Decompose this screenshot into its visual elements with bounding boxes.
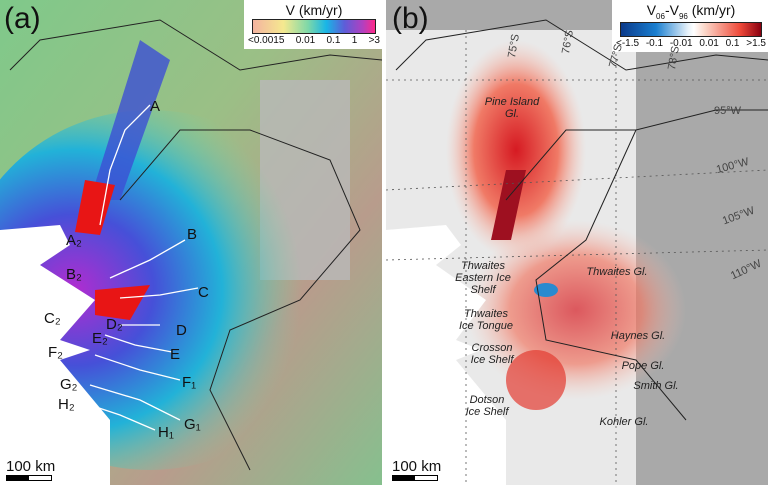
glacier-label: C₂ [44,310,61,327]
feature-label-pope-glacier: Pope Gl. [621,360,665,372]
velocity-change-map-image [386,0,768,485]
velocity-legend: V (km/yr) <0.0015 0.01 0.1 1 >3 [244,0,382,49]
feature-label-dotson-ice-shelf: Dotson Ice Shelf [465,394,509,418]
legend-title-sep: -V [664,2,679,18]
glacier-label: G₂ [60,376,78,393]
glacier-label: B [187,226,198,243]
scale-bar: 100 km [392,458,441,481]
tick: >1.5 [746,37,766,49]
legend-title: V (km/yr) [285,2,343,18]
glacier-label: E₂ [92,330,108,347]
tick: -0.1 [645,37,664,49]
glacier-label: C [198,284,209,301]
tick: 0.1 [326,35,341,46]
glacier-label: F₂ [48,344,63,361]
glacier-label: D [176,322,187,339]
scale-bar-label: 100 km [6,458,56,475]
feature-label-thwaites-ice-tongue: Thwaites Ice Tongue [458,308,514,332]
tick: <-1.5 [616,37,640,49]
legend-title-sub: 06 [656,11,665,21]
feature-label-kohler-glacier: Kohler Gl. [599,416,649,428]
glacier-label: F₁ [182,374,197,391]
glacier-label: G₁ [184,416,201,433]
tick: 0.01 [295,35,316,46]
glacier-label: E [170,346,181,363]
legend-ticks: <-1.5 -0.1 -0.01 0.01 0.1 >1.5 [616,38,766,49]
glacier-label: A [150,98,161,115]
feature-label-thwaites-glacier: Thwaites Gl. [586,266,648,278]
panel-a-velocity-map: (a) V (km/yr) <0.0015 0.01 0.1 1 >3 A A₂… [0,0,382,485]
feature-label-haynes-glacier: Haynes Gl. [610,330,666,342]
scale-bar: 100 km [6,458,55,481]
tick: 0.1 [725,37,740,49]
scale-bar-label: 100 km [392,458,442,475]
glacier-label: D₂ [106,316,123,333]
feature-label-thwaites-eastern-ice-shelf: Thwaites Eastern Ice Shelf [455,260,511,296]
glacier-label: A₂ [66,232,82,249]
velocity-colorbar [252,19,376,34]
tick: <0.0015 [248,35,285,46]
longitude-label: 95°W [714,105,742,117]
legend-title: V06-V96 (km/yr) [616,2,766,21]
scale-bar-graphic [392,475,438,481]
legend-title-unit: (km/yr) [687,2,736,18]
legend-ticks: <0.0015 0.01 0.1 1 >3 [248,35,380,46]
panel-b-velocity-change-map: (b) V06-V96 (km/yr) <-1.5 -0.1 -0.01 0.0… [386,0,768,485]
velocity-map-image [0,0,382,485]
scale-bar-graphic [6,475,52,481]
tick: -0.01 [669,37,693,49]
tick: 0.01 [699,37,719,49]
panel-label: (b) [392,2,429,35]
feature-label-smith-glacier: Smith Gl. [633,380,679,392]
feature-label-crosson-ice-shelf: Crosson Ice Shelf [470,342,514,366]
panel-label: (a) [4,2,41,35]
feature-label-pine-island: Pine Island Gl. [484,96,540,120]
velocity-change-legend: V06-V96 (km/yr) <-1.5 -0.1 -0.01 0.01 0.… [612,0,768,52]
glacier-label: H₂ [58,396,75,413]
glacier-label: H₁ [158,424,174,441]
tick: 1 [351,35,358,46]
legend-title-v: V [646,2,657,18]
glacier-label: B₂ [66,266,82,283]
tick: >3 [368,35,380,46]
velocity-change-colorbar [620,21,762,37]
legend-title-sub: 96 [678,11,688,21]
